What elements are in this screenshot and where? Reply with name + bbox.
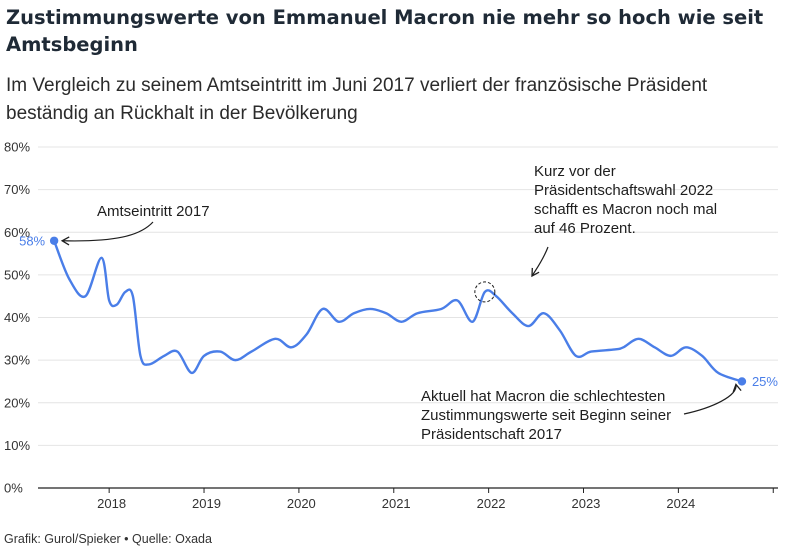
annotation-aktuell-line: Präsidentschaft 2017 (421, 426, 562, 443)
start-point (49, 236, 59, 245)
y-tick-label: 40% (4, 310, 30, 325)
y-tick-label: 10% (4, 438, 30, 453)
annotation-wahl-2022: Kurz vor der Präsidentschaftswahl 2022 sch… (534, 163, 717, 237)
x-tick-label: 2019 (192, 496, 221, 511)
annotation-aktuell-line: Zustimmungswerte seit Beginn seiner (421, 407, 671, 424)
chart-source-footer: Grafik: Gurol/Spieker • Quelle: Oxada (4, 532, 212, 546)
annotation-arrow-start (60, 221, 154, 246)
axis-layer: 0% 10% 20% 30% 40% 50% 60% 70% 80% 2018 2019 2020 20… (4, 140, 778, 511)
x-tick-label: 2021 (382, 496, 411, 511)
annotation-wahl-2022-line: Präsidentschaftswahl 2022 (534, 182, 713, 199)
y-tick-label: 20% (4, 395, 30, 410)
chart-subtitle: Im Vergleich zu seinem Amtseintritt im J… (6, 75, 708, 124)
annotation-wahl-2022-line: auf 46 Prozent. (534, 220, 636, 237)
y-tick-label: 50% (4, 267, 30, 282)
annotation-aktuell-line: Aktuell hat Macron die schlechtesten (421, 388, 665, 405)
y-tick-label: 80% (4, 140, 30, 155)
series-line (53, 240, 743, 383)
annotation-arrow-end (683, 383, 742, 415)
x-tick-label: 2018 (97, 496, 126, 511)
y-tick-label: 0% (4, 481, 23, 496)
chart-title: Zustimmungswerte von Emmanuel Macron nie… (6, 6, 764, 56)
annotation-wahl-2022-line: schafft es Macron noch mal (534, 201, 717, 218)
y-tick-label: 30% (4, 353, 30, 368)
end-value-label: 25% (752, 374, 778, 389)
annotation-amtseintritt: Amtseintritt 2017 (97, 203, 210, 220)
annotation-peak-circle (474, 281, 496, 303)
x-tick-label: 2022 (477, 496, 506, 511)
y-tick-label: 60% (4, 225, 30, 240)
y-tick-label: 70% (4, 182, 30, 197)
annotation-arrow-peak (531, 246, 549, 278)
annotation-aktuell: Aktuell hat Macron die schlechtesten Zust… (421, 388, 671, 443)
end-point (737, 377, 747, 386)
series-layer: 58% 25% (19, 233, 778, 389)
annotation-layer: Amtseintritt 2017 Kurz vor der Präsidentsc… (60, 163, 742, 443)
x-tick-label: 2023 (571, 496, 600, 511)
annotation-wahl-2022-line: Kurz vor der (534, 163, 616, 180)
annotation-amtseintritt-line: Amtseintritt 2017 (97, 203, 210, 220)
start-value-label: 58% (19, 233, 45, 248)
x-tick-label: 2020 (287, 496, 316, 511)
x-tick-label: 2024 (666, 496, 695, 511)
